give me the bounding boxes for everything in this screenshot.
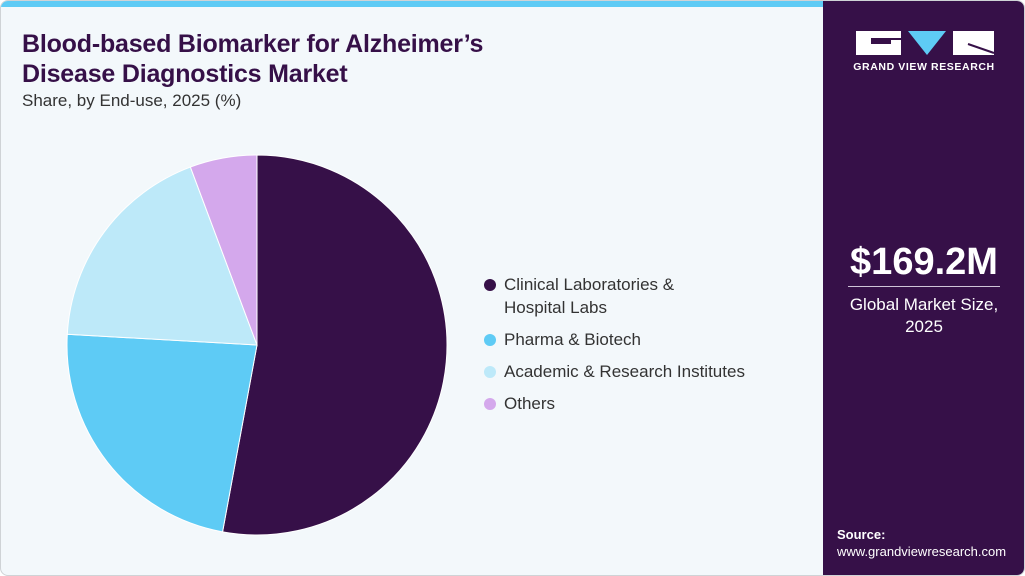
market-size-label: Global Market Size, 2025 xyxy=(823,294,1024,338)
legend-item: Clinical Laboratories & Hospital Labs xyxy=(484,273,745,319)
legend-item: Others xyxy=(484,392,745,415)
gvr-logo-icon xyxy=(856,31,995,55)
legend-label: Others xyxy=(504,394,556,413)
logo-text: GRAND VIEW RESEARCH xyxy=(853,61,995,73)
title-line-1: Blood-based Biomarker for Alzheimer’s xyxy=(22,30,484,58)
legend-label: Clinical Laboratories & Hospital Labs xyxy=(504,275,675,317)
legend-label: Academic & Research Institutes xyxy=(504,362,745,381)
grand-view-research-logo: GRAND VIEW RESEARCH xyxy=(853,29,995,73)
pie-chart xyxy=(66,154,448,536)
legend-item: Pharma & Biotech xyxy=(484,328,745,351)
legend-dot-icon xyxy=(484,334,496,346)
chart-title: Blood-based Biomarker for Alzheimer’s Di… xyxy=(22,29,483,89)
pie-slice-others xyxy=(189,154,258,346)
pie-slice-clinical-laboratories-hospital-labs xyxy=(221,154,448,536)
legend-dot-icon xyxy=(484,398,496,410)
pie-slice-academic-research-institutes xyxy=(66,166,258,346)
legend-dot-icon xyxy=(484,279,496,291)
divider xyxy=(848,286,1000,287)
source-label: Source: xyxy=(837,527,886,542)
legend-label: Pharma & Biotech xyxy=(504,330,642,349)
legend-item: Academic & Research Institutes xyxy=(484,360,745,383)
sidebar-panel: GRAND VIEW RESEARCH $169.2M Global Marke… xyxy=(823,1,1024,575)
chart-subtitle: Share, by End-use, 2025 (%) xyxy=(22,91,242,110)
title-line-2: Disease Diagnostics Market xyxy=(22,60,348,88)
legend-dot-icon xyxy=(484,366,496,378)
chart-legend: Clinical Laboratories & Hospital Labs Phar… xyxy=(484,273,745,424)
source-link[interactable]: www.grandviewresearch.com xyxy=(837,544,1007,559)
pie-slice-pharma-biotech xyxy=(66,333,258,533)
market-size-value: $169.2M xyxy=(850,241,998,283)
market-label-line-2: 2025 xyxy=(905,317,943,336)
market-label-line-1: Global Market Size, xyxy=(849,295,999,314)
accent-top-bar xyxy=(1,1,823,7)
